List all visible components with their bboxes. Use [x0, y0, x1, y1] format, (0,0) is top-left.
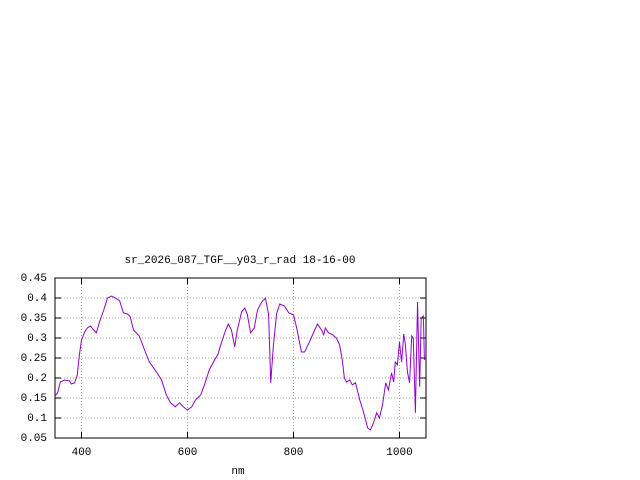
y-tick-label: 0.25 — [21, 353, 47, 365]
plot-border — [54, 277, 427, 439]
chart-title: sr_2026_087_TGF__y03_r_rad 18-16-00 — [124, 255, 355, 267]
y-tick-label: 0.4 — [27, 293, 47, 305]
x-tick-label: 800 — [284, 447, 304, 459]
x-tick-label: 600 — [178, 447, 198, 459]
data-line — [54, 295, 425, 431]
y-tick-label: 0.05 — [21, 433, 47, 445]
y-tick-label: 0.35 — [21, 313, 47, 325]
x-axis-label: nm — [231, 466, 245, 478]
x-tick-label: 1000 — [386, 447, 412, 459]
x-tick-label: 400 — [72, 447, 92, 459]
y-tick-label: 0.15 — [21, 393, 47, 405]
y-tick-label: 0.3 — [27, 333, 47, 345]
y-tick-label: 0.2 — [27, 373, 47, 385]
y-tick-label: 0.1 — [27, 413, 47, 425]
y-tick-label: 0.45 — [21, 273, 47, 285]
